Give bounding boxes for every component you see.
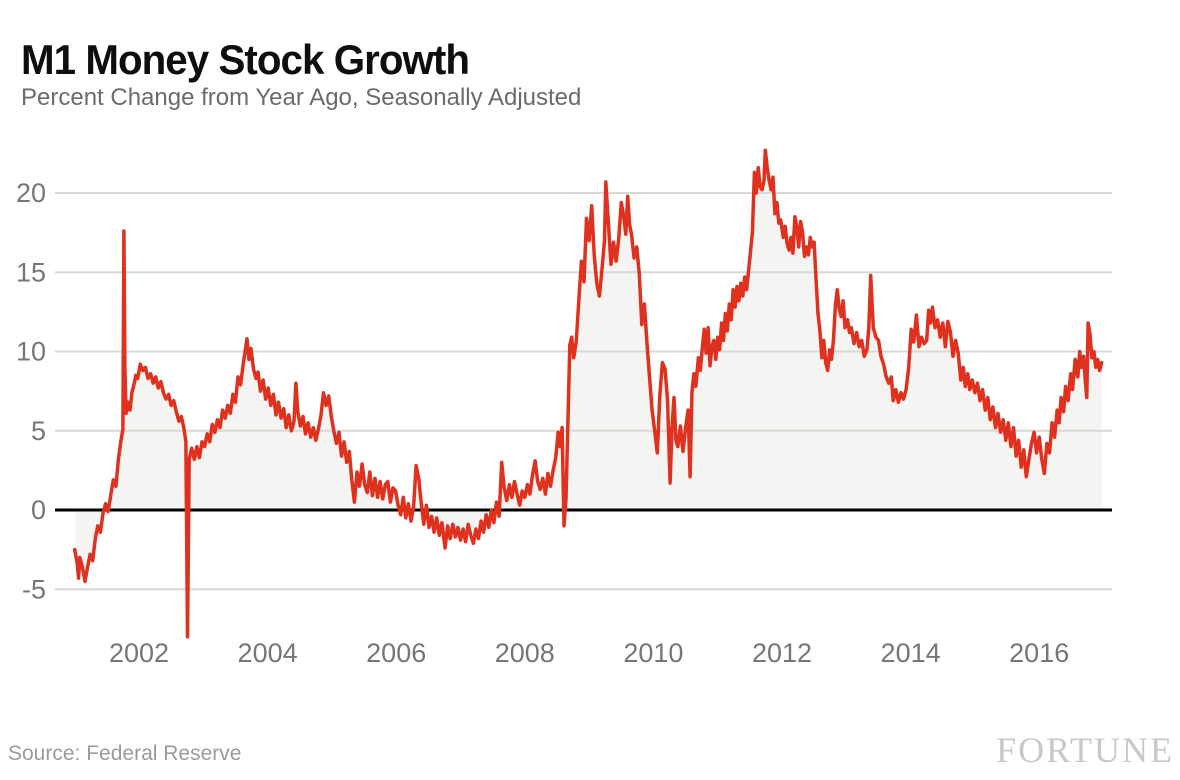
x-tick-label-2012: 2012	[752, 638, 812, 668]
x-tick-label-2002: 2002	[109, 638, 169, 668]
x-tick-label-2010: 2010	[623, 638, 683, 668]
page-title: M1 Money Stock Growth	[21, 36, 470, 84]
y-tick-label-20: 20	[16, 178, 46, 208]
source-note: Source: Federal Reserve	[8, 742, 242, 765]
y-tick-label-5: 5	[31, 416, 46, 446]
x-tick-label-2004: 2004	[238, 638, 298, 668]
fortune-logo: FORTUNE	[996, 730, 1174, 770]
chart-subtitle: Percent Change from Year Ago, Seasonally…	[21, 84, 582, 111]
y-tick-label-0: 0	[31, 495, 46, 525]
y-tick-label--5: -5	[22, 574, 46, 604]
data-line	[72, 148, 1104, 639]
x-tick-label-2016: 2016	[1009, 638, 1069, 668]
y-tick-label-10: 10	[16, 337, 46, 367]
x-tick-label-2006: 2006	[366, 638, 426, 668]
y-tick-label-15: 15	[16, 257, 46, 287]
x-tick-label-2014: 2014	[881, 638, 941, 668]
x-tick-label-2008: 2008	[495, 638, 555, 668]
area-fill	[74, 150, 1102, 637]
